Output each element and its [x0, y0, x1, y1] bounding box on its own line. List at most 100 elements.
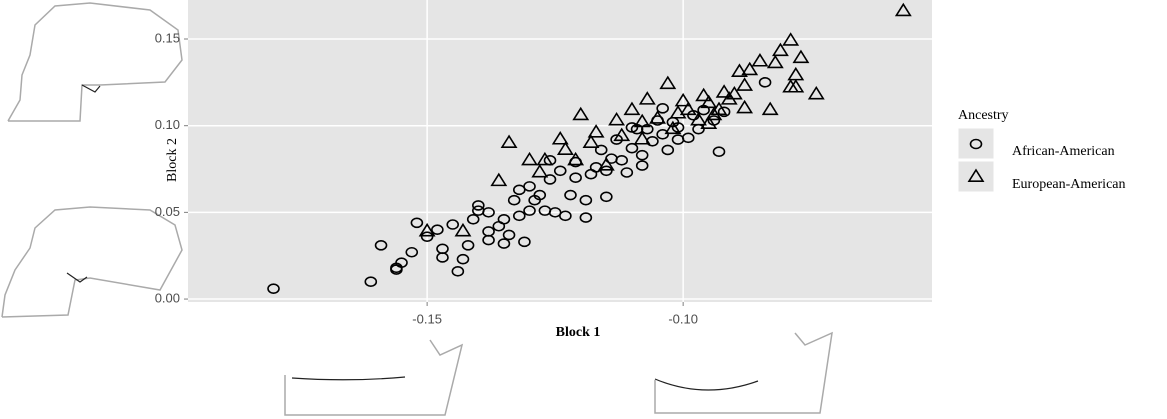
y-tick-label: 0.00	[155, 290, 180, 305]
circle-point	[482, 226, 495, 237]
circle-point	[497, 238, 511, 249]
circle-point	[512, 184, 526, 196]
grid	[188, 0, 932, 302]
triangle-point	[572, 106, 590, 121]
triangle-point	[807, 85, 825, 100]
circle-point	[405, 246, 419, 258]
circle-point	[625, 142, 639, 154]
triangle-point	[725, 85, 743, 100]
triangle-point	[531, 163, 549, 178]
circle-point	[461, 240, 475, 251]
legend-title: Ancestry	[958, 108, 1009, 123]
x-axis-label: Block 1	[556, 325, 601, 340]
profile-landmarks	[291, 376, 406, 381]
triangle-point	[792, 49, 810, 64]
circle-point	[620, 167, 634, 178]
circle-point	[507, 194, 521, 206]
circle-point	[671, 134, 685, 145]
circle-point	[364, 276, 378, 288]
triangle-point	[736, 99, 754, 114]
circle-point	[635, 160, 649, 171]
circle-point	[466, 214, 480, 225]
circle-point	[431, 224, 444, 236]
triangle-point	[500, 134, 518, 149]
circle-point	[410, 217, 424, 229]
triangle-point	[521, 151, 538, 166]
triangle-point	[536, 151, 554, 166]
triangle-point	[556, 141, 574, 155]
triangle-point	[736, 77, 754, 91]
triangle-point	[894, 2, 912, 17]
circle-point	[446, 219, 460, 230]
circle-point	[553, 165, 567, 177]
circle-point	[671, 122, 685, 133]
legend-label: European-American	[1012, 177, 1126, 192]
triangle-point	[649, 110, 666, 124]
circle-point	[600, 165, 613, 177]
triangle-point	[490, 172, 508, 187]
triangle-point	[597, 157, 615, 171]
triangle-point	[967, 168, 985, 182]
triangle-point	[659, 75, 677, 90]
legend-label: African-American	[1012, 144, 1115, 159]
triangle-point	[613, 127, 631, 142]
circle-point	[472, 200, 485, 211]
triangle-point	[567, 151, 585, 166]
y-tick-label: 0.05	[155, 204, 180, 219]
circle-point	[267, 283, 280, 294]
triangle-point	[700, 115, 718, 129]
triangle-point	[638, 91, 656, 105]
circle-point	[374, 240, 388, 251]
circle-point	[635, 149, 649, 161]
triangle-point	[679, 101, 697, 116]
shape-illustrations	[1, 2, 833, 416]
circle-point	[656, 103, 669, 114]
triangle-point	[731, 63, 748, 77]
legend-key	[957, 127, 995, 160]
circle-point	[533, 189, 547, 201]
triangle-point	[782, 32, 800, 46]
circle-point	[661, 144, 675, 156]
profile-outline	[284, 339, 464, 416]
circle-point	[523, 205, 536, 216]
triangle-point	[418, 222, 436, 237]
circle-point	[543, 174, 557, 185]
triangle-point	[751, 53, 769, 67]
skull-landmarks	[66, 272, 88, 283]
circle-point	[420, 231, 434, 242]
circle-point	[538, 205, 552, 216]
triangle-point	[669, 105, 687, 119]
circle-point	[579, 194, 593, 206]
circle-point	[518, 236, 531, 248]
triangle-point	[633, 113, 651, 128]
legend: African-American European-American	[957, 127, 1126, 193]
y-axis-label: Block 2	[165, 138, 180, 182]
triangle-point	[582, 134, 600, 149]
points	[267, 2, 912, 294]
triangle-point	[715, 84, 733, 98]
triangle-point	[587, 124, 605, 138]
circle-point	[497, 214, 511, 225]
circle-point	[758, 77, 772, 88]
profile-outline	[654, 331, 833, 414]
x-tick-label: -0.10	[668, 311, 698, 326]
circle-point	[482, 207, 495, 218]
triangle-point	[664, 120, 682, 135]
circle-point	[395, 257, 408, 268]
circle-point	[436, 243, 449, 255]
triangle-point	[633, 131, 651, 145]
skull-outline	[1, 206, 183, 318]
triangle-point	[766, 54, 784, 69]
skull-landmarks	[81, 84, 101, 93]
x-tick-label: -0.15	[412, 311, 442, 326]
y-tick-label: 0.15	[155, 30, 180, 45]
circle-point	[456, 253, 470, 265]
circle-point	[656, 129, 669, 140]
circle-point	[502, 229, 516, 241]
circle-point	[451, 266, 465, 277]
triangle-point	[787, 79, 805, 93]
y-tick-label: 0.10	[155, 117, 180, 132]
triangle-point	[551, 131, 569, 145]
profile-landmarks	[654, 378, 759, 391]
